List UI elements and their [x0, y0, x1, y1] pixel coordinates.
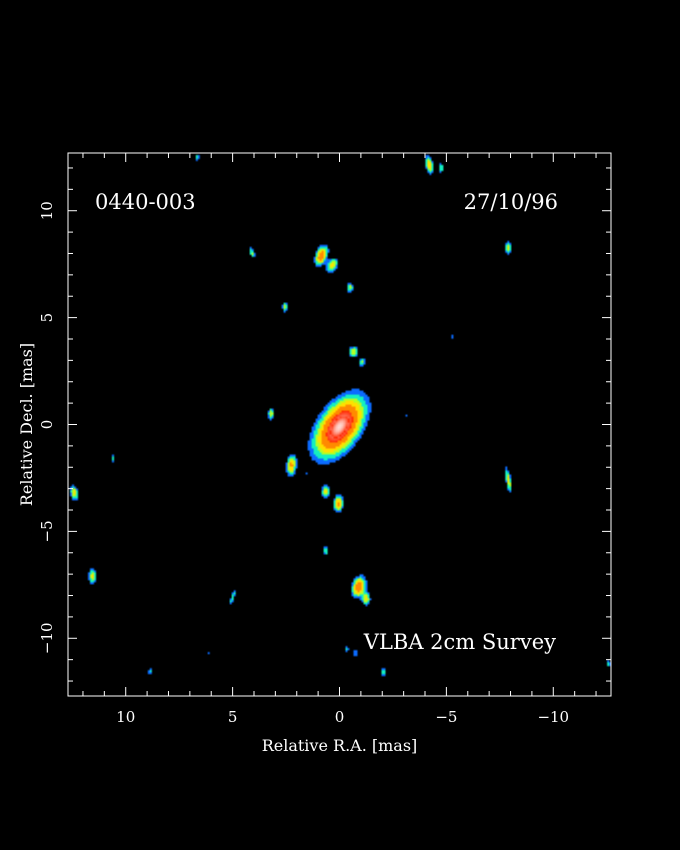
x-tick-label: −10 [537, 708, 569, 726]
y-axis-title: Relative Decl. [mas] [17, 343, 36, 506]
y-tick-label: 5 [38, 313, 56, 323]
axis-tick-labels: 10 5 0 −5 −10 10 5 0 −5 −10 [38, 201, 569, 726]
x-axis-title: Relative R.A. [mas] [262, 736, 418, 755]
observation-date-label: 27/10/96 [464, 190, 558, 214]
y-tick-label: −10 [38, 622, 56, 654]
plot-area: 10 5 0 −5 −10 10 5 0 −5 −10 [38, 152, 612, 726]
y-tick-label: 10 [38, 201, 56, 220]
y-tick-label: −5 [38, 520, 56, 542]
x-tick-label: 0 [335, 708, 345, 726]
x-tick-label: 5 [228, 708, 238, 726]
source-name-label: 0440-003 [95, 190, 196, 214]
x-tick-label: −5 [435, 708, 457, 726]
intensity-map [68, 153, 611, 696]
axis-ticks [68, 153, 611, 696]
x-tick-label: 10 [116, 708, 135, 726]
survey-label: VLBA 2cm Survey [363, 630, 556, 654]
y-tick-label: 0 [38, 420, 56, 430]
